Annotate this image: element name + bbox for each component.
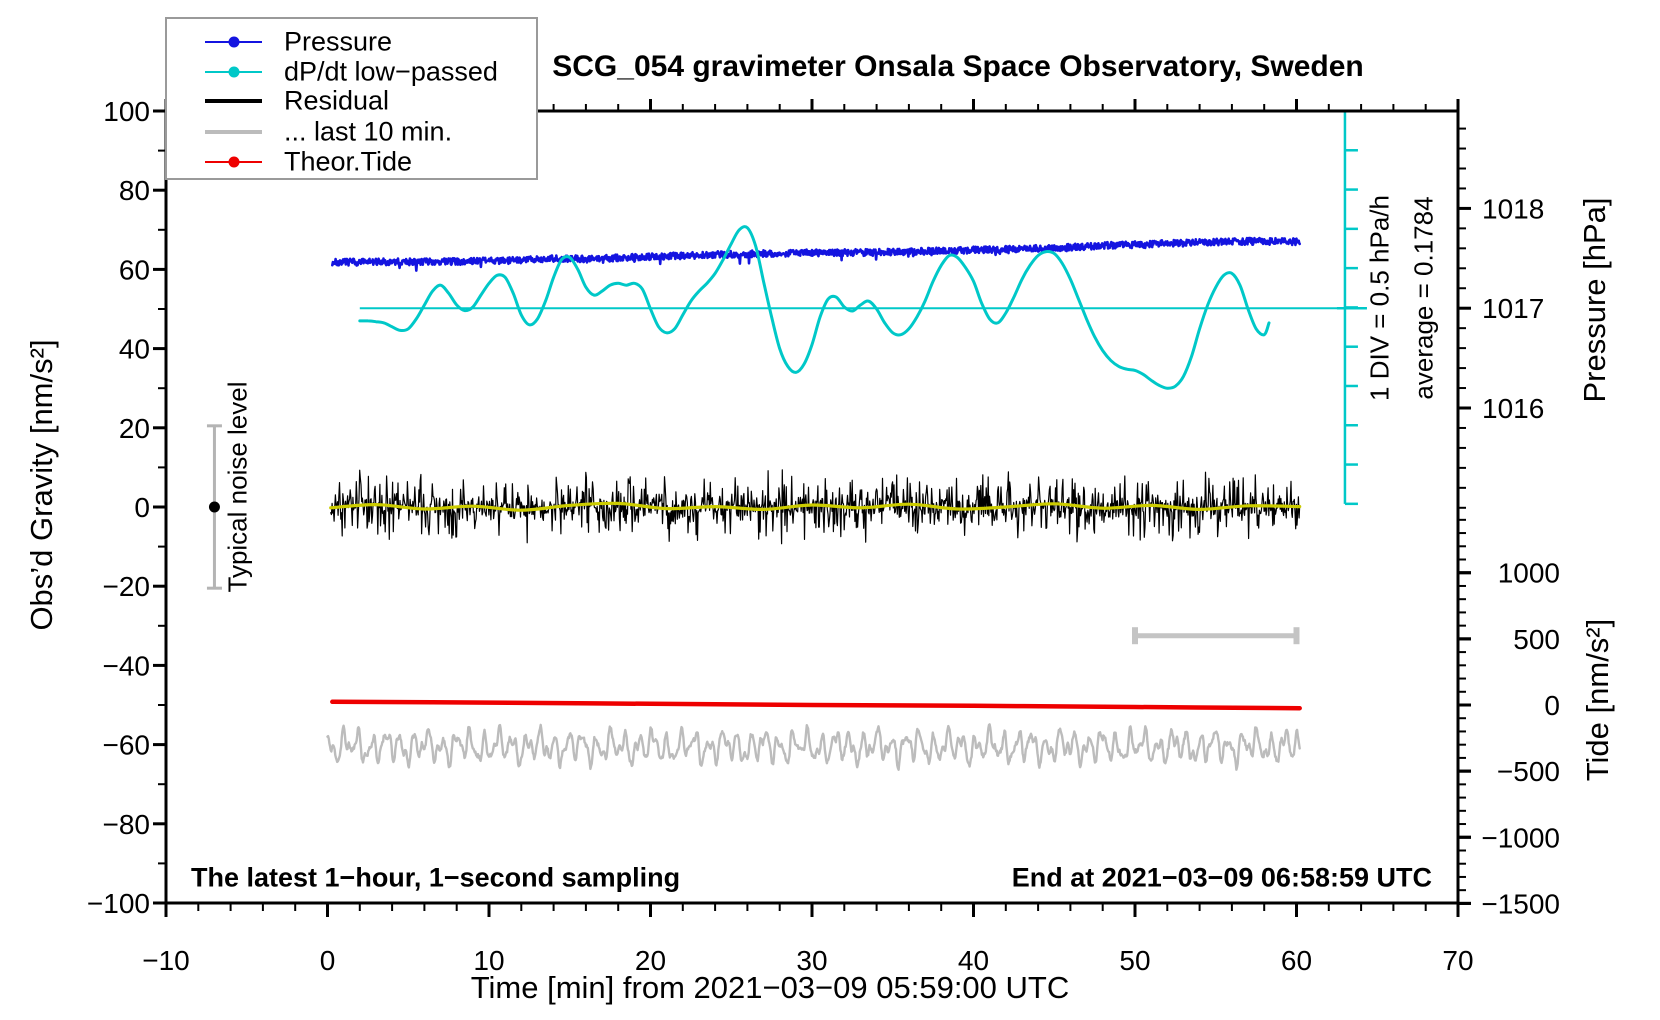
chart-annotations <box>206 109 1367 645</box>
gravity-tick-label: −60 <box>103 730 151 761</box>
legend-line <box>205 130 262 134</box>
series-pressure <box>331 236 1301 272</box>
div-scale-label: 1 DIV = 0.5 hPa/h <box>1364 195 1395 401</box>
legend-label: ... last 10 min. <box>284 116 453 147</box>
average-label: average = 0.1784 <box>1408 196 1439 400</box>
gravity-tick-label: 40 <box>119 334 150 365</box>
gravity-tick-label: 20 <box>119 413 150 444</box>
gravity-tick-label: −40 <box>103 650 151 681</box>
x-tick-label: −10 <box>142 945 190 976</box>
x-tick-label: 0 <box>320 945 336 976</box>
plot-frame <box>164 109 1460 905</box>
sampling-note: The latest 1−hour, 1−second sampling <box>191 862 681 893</box>
series-last10 <box>326 723 1301 771</box>
gravity-tick-label: 60 <box>119 254 150 285</box>
series-dpdt <box>358 225 1271 390</box>
x-tick-label: 50 <box>1119 945 1150 976</box>
tide-tick-label: 1000 <box>1498 558 1560 589</box>
pressure-tick-label: 1018 <box>1482 193 1544 224</box>
tick-labels: −10 0 10 20 30 40 50 60 70−100−80−60−40−20020406… <box>87 96 1560 976</box>
legend-item-theor-tide: Theor.Tide <box>167 147 536 177</box>
tide-tick-label: −1500 <box>1481 888 1560 919</box>
legend-item-pressure: Pressure <box>167 27 536 57</box>
pressure-tick-label: 1016 <box>1482 393 1544 424</box>
legend-item--last-10-min-: ... last 10 min. <box>167 117 536 147</box>
y-axis-title-gravity: Obs’d Gravity [nm/s²] <box>24 339 59 631</box>
pressure-tick-label: 1017 <box>1482 293 1544 324</box>
series-theor_tide <box>330 699 1302 711</box>
legend-line <box>205 99 262 103</box>
legend-dot <box>228 156 239 168</box>
gravity-tick-label: −100 <box>87 888 150 919</box>
noise-errorbar-dot <box>208 501 220 513</box>
chart-title: SCG_054 gravimeter Onsala Space Observat… <box>552 50 1364 83</box>
gravity-tick-label: 0 <box>134 492 150 523</box>
data-series <box>326 225 1302 771</box>
x-tick-label: 30 <box>796 945 827 976</box>
tide-tick-label: 500 <box>1513 624 1560 655</box>
gravity-tick-label: 80 <box>119 175 150 206</box>
series-residual_smooth <box>329 501 1302 512</box>
tide-tick-label: −1000 <box>1481 822 1560 853</box>
legend-item-residual: Residual <box>167 86 536 116</box>
legend-label: Residual <box>284 85 390 116</box>
legend-item-dp-dt-low-passed: dP/dt low−passed <box>167 57 536 87</box>
x-axis-title: Time [min] from 2021−03−09 05:59:00 UTC <box>470 970 1070 1005</box>
x-tick-label: 10 <box>473 945 504 976</box>
tide-tick-label: 0 <box>1544 690 1560 721</box>
legend-label: Pressure <box>284 26 393 57</box>
legend-label: Theor.Tide <box>284 146 413 177</box>
x-tick-label: 70 <box>1442 945 1473 976</box>
y-axis-title-pressure: Pressure [hPa] <box>1577 197 1612 403</box>
legend-label: dP/dt low−passed <box>284 56 498 87</box>
tide-tick-label: −500 <box>1497 756 1560 787</box>
gravity-tick-label: −20 <box>103 571 151 602</box>
noise-level-label: Typical noise level <box>222 381 253 593</box>
legend-dot <box>228 66 239 78</box>
x-tick-label: 60 <box>1281 945 1312 976</box>
end-time-note: End at 2021−03−09 06:58:59 UTC <box>1011 862 1432 893</box>
legend-box: Pressure dP/dt low−passed Residual... last… <box>165 17 538 180</box>
legend-dot <box>228 36 239 48</box>
y-axis-title-tide: Tide [nm/s²] <box>1580 618 1615 782</box>
gravity-tick-label: −80 <box>103 809 151 840</box>
x-tick-label: 40 <box>958 945 989 976</box>
x-tick-label: 20 <box>635 945 666 976</box>
gravity-tick-label: 100 <box>103 96 150 127</box>
